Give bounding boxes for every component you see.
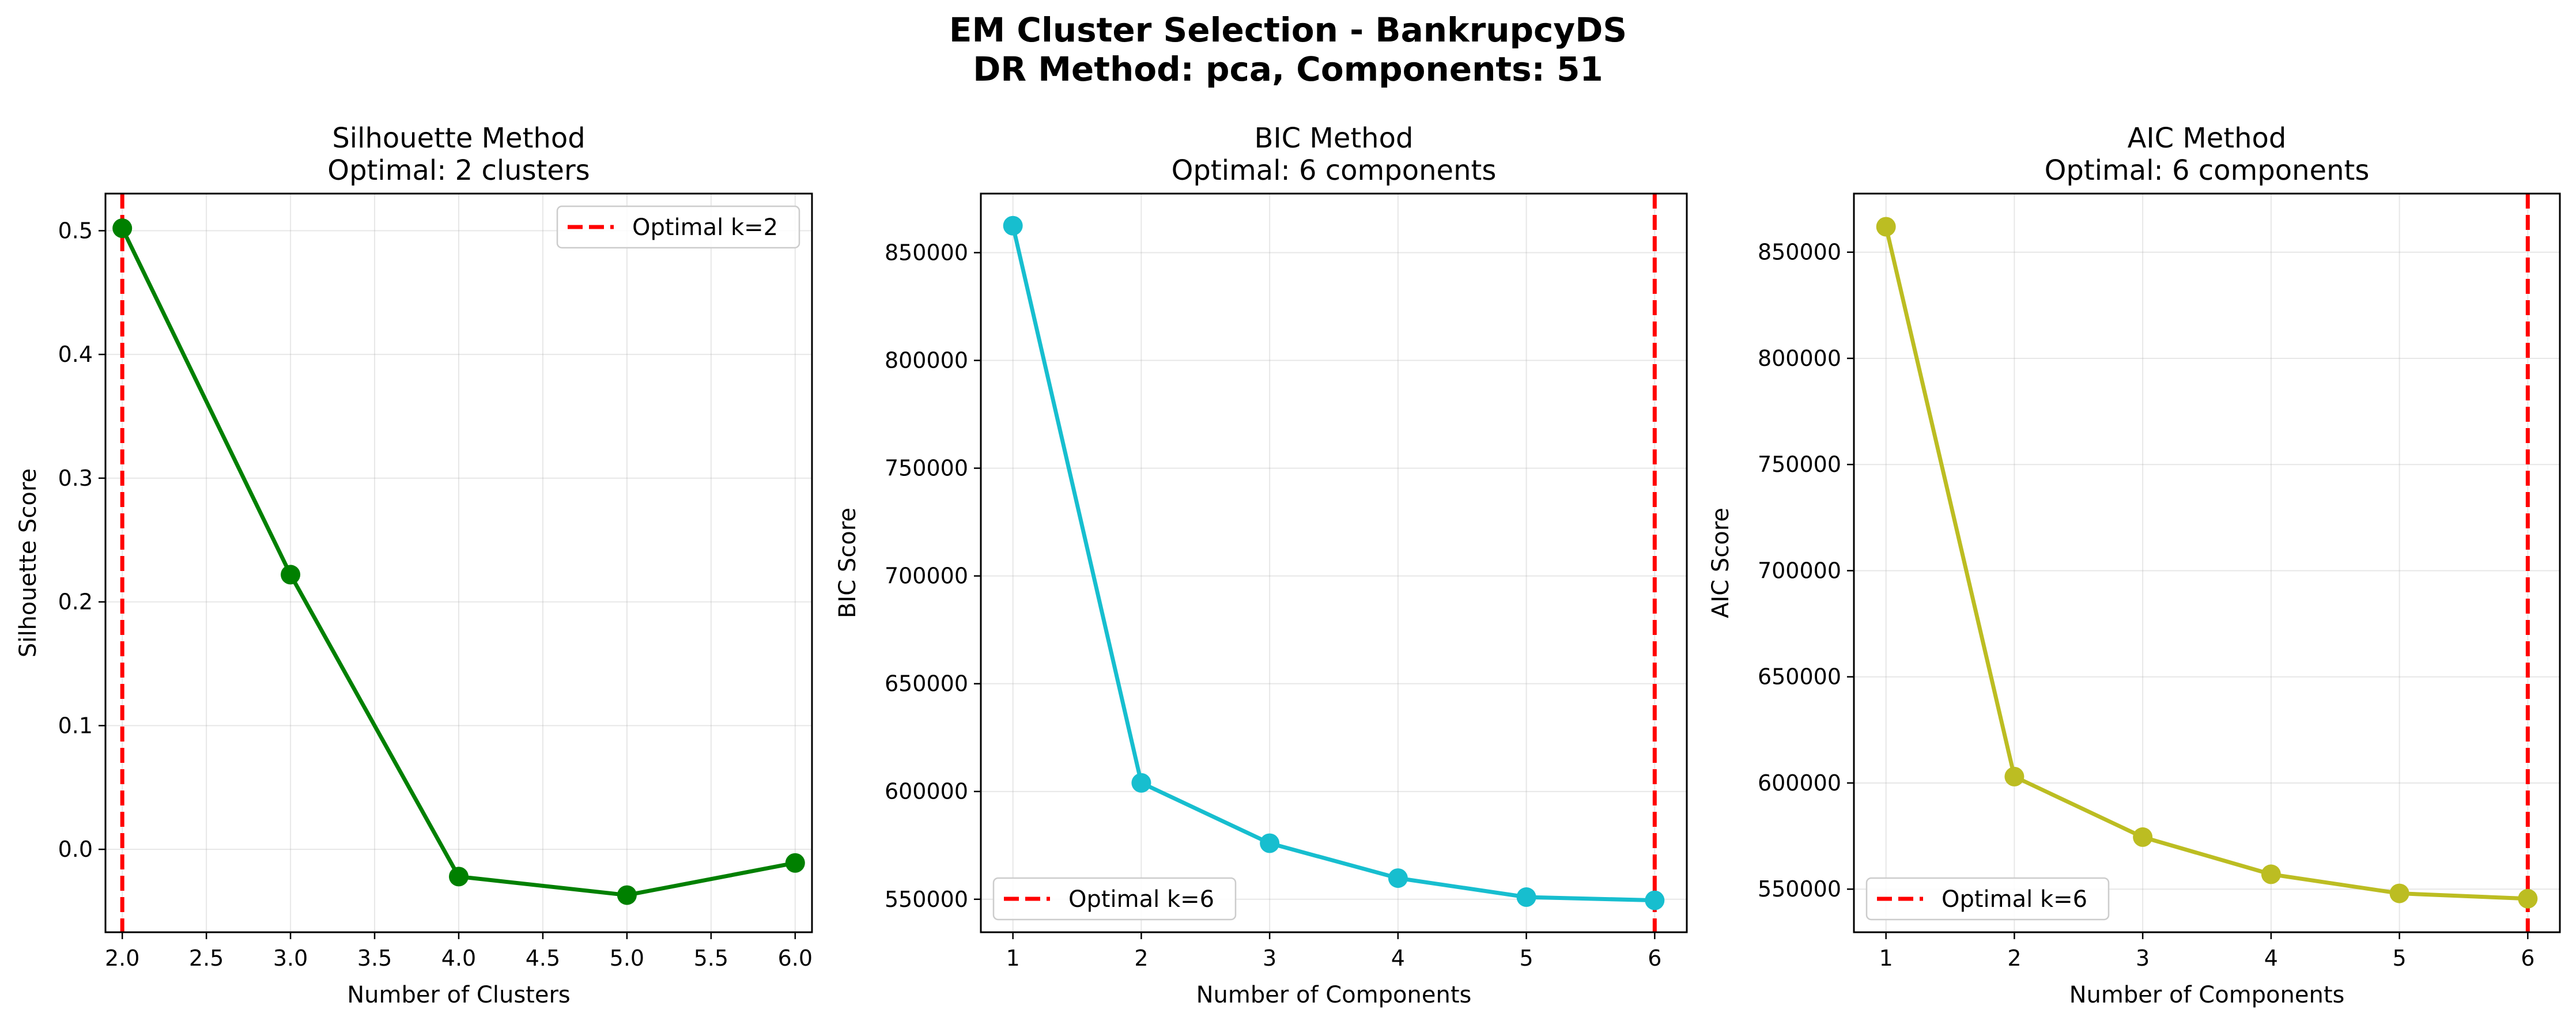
chart3-ylabel: AIC Score (1708, 508, 1734, 618)
chart2-ytick-label: 850000 (885, 240, 968, 266)
chart2-ytick-label: 700000 (885, 563, 968, 589)
chart2-ytick-label: 750000 (885, 456, 968, 481)
chart3-xtick-label: 5 (2392, 945, 2406, 971)
chart3-legend-box (1865, 877, 2110, 921)
chart1-point-1 (281, 565, 301, 585)
chart2-point-0 (1003, 215, 1023, 236)
chart3-ytick-label: 750000 (1758, 452, 1841, 477)
chart2-xtick-label: 3 (1263, 945, 1276, 971)
chart2-xtick-label: 2 (1134, 945, 1148, 971)
chart3-xtick-label: 6 (2521, 945, 2535, 971)
chart2-xtick-label: 5 (1519, 945, 1533, 971)
chart1-point-3 (617, 885, 637, 905)
chart1-xtick-label: 2.5 (189, 945, 224, 971)
chart3-title: AIC Method (2128, 122, 2287, 154)
chart2-legend-label: Optimal k=6 (1068, 886, 1214, 913)
chart1-frame (104, 192, 813, 933)
chart1-legend-box (556, 205, 800, 249)
chart2-xtick-label: 4 (1391, 945, 1405, 971)
chart1-xtick-label: 6.0 (778, 945, 813, 971)
chart1-legend: Optimal k=2 (556, 205, 800, 249)
chart1-xtick-label: 4.0 (441, 945, 476, 971)
chart1-xlabel: Number of Clusters (347, 982, 570, 1008)
chart3-point-0 (1876, 217, 1896, 237)
chart2-xlabel: Number of Components (1196, 982, 1472, 1008)
chart3-ytick-label: 600000 (1758, 770, 1841, 796)
chart3-xtick-label: 1 (1879, 945, 1893, 971)
chart1-xtick-label: 5.5 (694, 945, 728, 971)
chart1-point-2 (449, 867, 469, 887)
chart3-point-5 (2518, 888, 2538, 909)
chart2-ytick-label: 550000 (885, 887, 968, 912)
chart3-subtitle: Optimal: 6 components (2045, 154, 2370, 187)
chart2-subtitle: Optimal: 6 components (1172, 154, 1497, 187)
chart1-xtick-label: 5.0 (610, 945, 644, 971)
chart1-xtick-label: 3.5 (357, 945, 392, 971)
chart2-series-line (1011, 224, 1657, 903)
chart2-point-5 (1645, 890, 1665, 910)
chart3-legend: Optimal k=6 (1865, 877, 2110, 921)
chart2-ytick-label: 600000 (885, 779, 968, 804)
chart1-ytick-label: 0.4 (58, 342, 93, 367)
chart1-ytick-label: 0.0 (58, 837, 93, 862)
chart3-point-2 (2133, 827, 2153, 847)
chart2-title: BIC Method (1255, 122, 1414, 154)
chart1-ytick-label: 0.3 (58, 466, 93, 491)
chart2-point-3 (1388, 868, 1408, 888)
chart1-ytick-label: 0.1 (58, 713, 93, 738)
chart2-ytick-label: 650000 (885, 671, 968, 697)
chart2-ytick-label: 800000 (885, 348, 968, 373)
chart2-point-2 (1260, 833, 1280, 853)
chart3-ytick-label: 550000 (1758, 876, 1841, 902)
chart3-xlabel: Number of Components (2069, 982, 2345, 1008)
chart2-ylabel: BIC Score (834, 508, 861, 618)
figure-title-line1: EM Cluster Selection - BankrupcyDS (949, 10, 1627, 50)
chart1-point-4 (785, 853, 805, 873)
chart1-subtitle: Optimal: 2 clusters (327, 154, 590, 187)
chart3-legend-label: Optimal k=6 (1942, 886, 2087, 913)
chart3-point-1 (2004, 766, 2024, 786)
figure-title-line2: DR Method: pca, Components: 51 (973, 50, 1603, 89)
chart1-legend-label: Optimal k=2 (632, 214, 778, 241)
chart3-xtick-label: 2 (2007, 945, 2021, 971)
chart2-point-4 (1516, 887, 1536, 907)
chart1-xtick-label: 3.0 (273, 945, 308, 971)
chart1-title: Silhouette Method (332, 122, 585, 154)
chart2-frame (980, 192, 1688, 933)
chart2-xtick-label: 1 (1006, 945, 1020, 971)
chart1-xtick-label: 2.0 (105, 945, 139, 971)
chart1-ylabel: Silhouette Score (15, 468, 41, 657)
chart2-legend-box (992, 877, 1237, 921)
chart3-xtick-label: 3 (2136, 945, 2150, 971)
chart1-ytick-label: 0.2 (58, 589, 93, 615)
chart3-frame (1853, 192, 2561, 933)
chart2-point-1 (1131, 773, 1151, 793)
chart3-xtick-label: 4 (2264, 945, 2278, 971)
chart3-series-line (1884, 224, 2530, 901)
chart3-ytick-label: 850000 (1758, 240, 1841, 265)
chart3-point-4 (2389, 883, 2409, 903)
chart1-point-0 (112, 218, 133, 239)
chart2-legend: Optimal k=6 (992, 877, 1237, 921)
chart2-xtick-label: 6 (1648, 945, 1661, 971)
chart3-point-3 (2261, 864, 2281, 884)
chart3-ytick-label: 650000 (1758, 664, 1841, 690)
chart1-ytick-label: 0.5 (58, 218, 93, 243)
chart1-xtick-label: 4.5 (526, 945, 560, 971)
chart3-ytick-label: 800000 (1758, 346, 1841, 371)
chart3-ytick-label: 700000 (1758, 558, 1841, 583)
